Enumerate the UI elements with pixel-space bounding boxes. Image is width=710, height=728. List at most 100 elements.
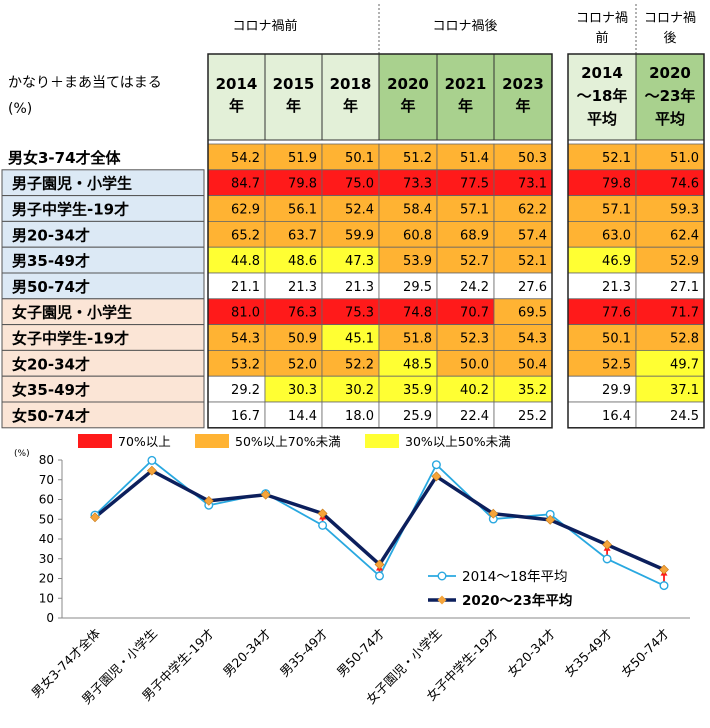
avg-value-text: 51.0 xyxy=(670,151,699,166)
legend-swatch xyxy=(78,434,112,448)
value-cell xyxy=(207,195,266,222)
value-text: 24.2 xyxy=(460,280,489,295)
value-text: 65.2 xyxy=(231,228,260,243)
group-header-avg-before-l1: コロナ禍 xyxy=(576,10,628,26)
point-2020-23 xyxy=(374,559,385,570)
value-text: 73.3 xyxy=(403,177,432,192)
avg-value-cell xyxy=(635,401,705,429)
value-text: 35.2 xyxy=(518,383,547,398)
table-ylabel-line2: (%) xyxy=(8,101,32,117)
avg-value-text: 52.1 xyxy=(602,151,631,166)
table-ylabel-line1: かなり＋まあ当てはまる xyxy=(8,75,162,91)
value-text: 62.2 xyxy=(518,203,547,218)
value-text: 53.2 xyxy=(231,357,260,372)
value-text: 18.0 xyxy=(345,409,374,424)
value-text: 52.3 xyxy=(460,332,489,347)
group-header-before: コロナ禍前 xyxy=(232,18,297,34)
value-cell xyxy=(436,246,495,274)
row-label: 女35-49才 xyxy=(12,381,90,399)
value-text: 51.8 xyxy=(403,332,432,347)
year-header-suffix: 年 xyxy=(400,97,415,115)
avg-value-cell xyxy=(635,220,705,248)
value-cell xyxy=(493,246,553,274)
value-text: 21.3 xyxy=(288,280,317,295)
year-header-suffix: 年 xyxy=(343,97,358,115)
avg-value-text: 74.6 xyxy=(670,177,699,192)
avg-header-line3: 平均 xyxy=(587,110,617,128)
y-tick-label: 80 xyxy=(39,453,54,467)
avg-value-cell xyxy=(567,375,637,403)
row-label: 女子園児・小学生 xyxy=(12,304,132,322)
avg-value-cell xyxy=(635,195,705,222)
y-tick-label: 70 xyxy=(39,473,54,487)
value-text: 30.2 xyxy=(345,383,374,398)
value-cell xyxy=(207,143,266,171)
x-tick-label: 女35-49才 xyxy=(561,626,615,680)
value-text: 52.7 xyxy=(460,254,489,269)
avg-header-line1: 2014 xyxy=(581,64,623,82)
value-text: 35.9 xyxy=(403,383,432,398)
value-cell xyxy=(207,272,266,300)
value-text: 54.3 xyxy=(231,332,260,347)
point-2020-23 xyxy=(203,495,214,506)
avg-value-cell xyxy=(567,272,637,300)
value-text: 51.9 xyxy=(288,151,317,166)
avg-value-text: 24.5 xyxy=(670,409,699,424)
value-text: 57.4 xyxy=(518,228,547,243)
value-cell xyxy=(321,349,380,377)
point-2014-18 xyxy=(375,571,385,581)
value-cell xyxy=(436,324,495,351)
value-text: 22.4 xyxy=(460,409,489,424)
legend-swatch xyxy=(365,434,399,448)
value-cell xyxy=(436,169,495,197)
value-text: 54.3 xyxy=(518,332,547,347)
value-text: 29.2 xyxy=(231,383,260,398)
row-label-cell xyxy=(1,272,205,300)
value-cell xyxy=(378,349,438,377)
value-cell xyxy=(264,195,323,222)
value-text: 59.9 xyxy=(345,228,374,243)
avg-header-line1: 2020 xyxy=(649,64,691,82)
avg-value-cell xyxy=(635,324,705,351)
value-text: 50.3 xyxy=(518,151,547,166)
value-text: 27.6 xyxy=(518,280,547,295)
avg-value-text: 52.8 xyxy=(670,332,699,347)
avg-header-line2: ～23年 xyxy=(645,87,696,105)
point-2020-23 xyxy=(260,489,271,500)
value-cell xyxy=(321,195,380,222)
y-tick-label: 20 xyxy=(39,572,54,586)
avg-value-text: 79.8 xyxy=(602,177,631,192)
year-header-year: 2021 xyxy=(445,75,487,93)
row-label: 男50-74才 xyxy=(12,278,90,296)
value-text: 50.4 xyxy=(518,357,547,372)
value-text: 50.9 xyxy=(288,332,317,347)
value-text: 52.4 xyxy=(345,203,374,218)
point-2020-23 xyxy=(146,465,157,476)
year-header-year: 2023 xyxy=(502,75,544,93)
value-cell xyxy=(436,298,495,325)
value-text: 76.3 xyxy=(288,306,317,321)
value-text: 74.8 xyxy=(403,306,432,321)
row-label: 男女3-74才全体 xyxy=(8,149,122,167)
point-2014-18 xyxy=(147,455,157,465)
avg-value-text: 46.9 xyxy=(602,254,631,269)
avg-value-text: 59.3 xyxy=(670,203,699,218)
value-text: 51.4 xyxy=(460,151,489,166)
value-cell xyxy=(207,246,266,274)
avg-value-text: 52.5 xyxy=(602,357,631,372)
avg-value-cell xyxy=(635,169,705,197)
point-2014-18 xyxy=(318,520,328,530)
value-text: 51.2 xyxy=(403,151,432,166)
row-label: 男子園児・小学生 xyxy=(12,175,132,193)
year-header-cell xyxy=(321,53,380,141)
avg-value-text: 27.1 xyxy=(670,280,699,295)
y-tick-label: 50 xyxy=(39,512,54,526)
legend-marker-2020-23 xyxy=(437,595,447,605)
avg-header-line2: ～18年 xyxy=(577,87,628,105)
value-cell xyxy=(321,220,380,248)
row-label: 女50-74才 xyxy=(12,407,90,425)
year-header-suffix: 年 xyxy=(458,97,473,115)
value-cell xyxy=(493,324,553,351)
point-2020-23 xyxy=(545,514,556,525)
